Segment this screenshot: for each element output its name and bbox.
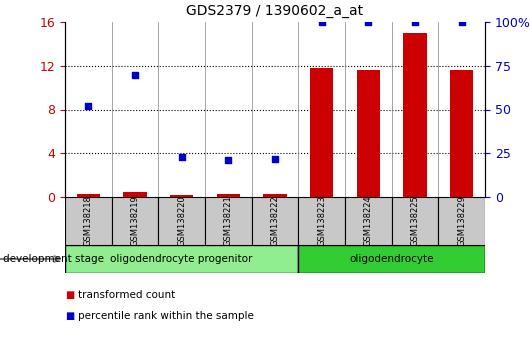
Text: oligodendrocyte: oligodendrocyte [349, 254, 434, 264]
Text: GSM138223: GSM138223 [317, 195, 326, 246]
Point [271, 156, 279, 161]
Bar [263, 194, 287, 197]
Bar [298, 197, 345, 245]
Point [84, 103, 93, 109]
Bar [65, 245, 298, 273]
Text: transformed count: transformed count [78, 290, 175, 300]
Text: GSM138224: GSM138224 [364, 196, 373, 246]
Bar [345, 197, 392, 245]
Bar [298, 245, 485, 273]
Bar [77, 194, 100, 197]
Title: GDS2379 / 1390602_a_at: GDS2379 / 1390602_a_at [187, 4, 364, 18]
Bar [450, 70, 473, 197]
Bar [205, 197, 252, 245]
Bar [65, 197, 112, 245]
Bar [112, 197, 158, 245]
Bar [123, 193, 147, 197]
Text: GSM138218: GSM138218 [84, 195, 93, 246]
Text: percentile rank within the sample: percentile rank within the sample [78, 312, 254, 321]
Text: GSM138219: GSM138219 [130, 196, 139, 246]
Text: GSM138220: GSM138220 [177, 196, 186, 246]
Text: GSM138221: GSM138221 [224, 196, 233, 246]
Bar [438, 197, 485, 245]
Text: oligodendrocyte progenitor: oligodendrocyte progenitor [110, 254, 253, 264]
Bar [357, 70, 380, 197]
Text: GSM138225: GSM138225 [411, 196, 420, 246]
Bar [392, 197, 438, 245]
Point [457, 19, 466, 25]
Point [364, 19, 373, 25]
Bar [158, 197, 205, 245]
Text: ■: ■ [65, 312, 74, 321]
Bar [310, 68, 333, 197]
Point [411, 19, 419, 25]
Point [317, 19, 326, 25]
Bar [403, 33, 427, 197]
Point [131, 72, 139, 77]
Bar [217, 194, 240, 197]
Point [224, 158, 233, 163]
Bar [170, 195, 193, 197]
Text: ■: ■ [65, 290, 74, 300]
Point [178, 154, 186, 160]
Text: development stage: development stage [3, 254, 104, 264]
Text: GSM138222: GSM138222 [270, 196, 279, 246]
Text: GSM138229: GSM138229 [457, 196, 466, 246]
Bar [252, 197, 298, 245]
